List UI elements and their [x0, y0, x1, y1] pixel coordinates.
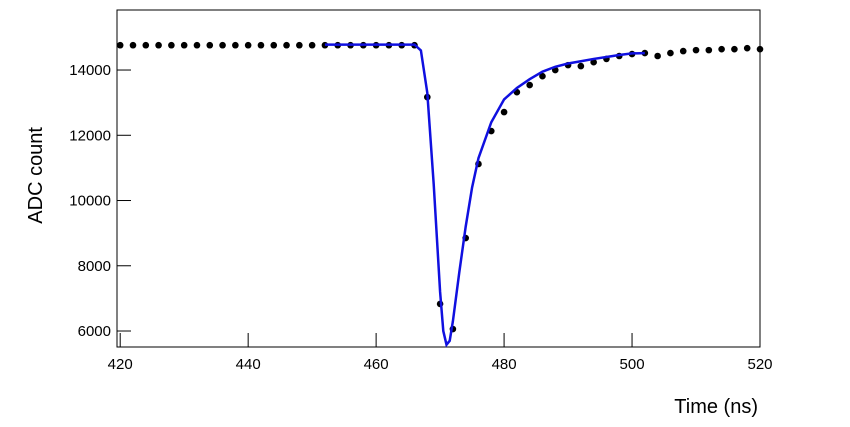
data-point — [168, 41, 175, 49]
data-point — [500, 108, 508, 116]
x-tick-label: 500 — [620, 356, 645, 373]
data-point — [219, 41, 226, 49]
y-tick-label: 10000 — [69, 193, 111, 210]
plot-frame — [116, 9, 761, 348]
data-point — [270, 41, 278, 49]
data-point — [308, 41, 316, 49]
data-point — [718, 45, 725, 53]
y-tick-label: 8000 — [78, 258, 111, 275]
data-point — [257, 41, 265, 49]
data-point — [283, 41, 290, 49]
data-point — [654, 52, 661, 60]
data-point — [116, 41, 124, 49]
data-point — [756, 45, 764, 53]
x-tick-label: 480 — [492, 356, 517, 373]
y-tick-label: 12000 — [69, 127, 111, 144]
x-tick-label: 420 — [108, 356, 133, 373]
data-point — [193, 41, 201, 49]
data-point — [526, 81, 533, 89]
y-tick-label: 6000 — [78, 323, 111, 340]
y-axis-title: ADC count — [25, 127, 47, 224]
data-point — [296, 41, 303, 49]
data-point — [692, 46, 700, 54]
data-point — [142, 41, 150, 49]
data-point — [679, 47, 687, 55]
data-point — [577, 62, 585, 70]
data-point — [705, 46, 713, 54]
data-point — [232, 41, 239, 49]
x-axis-title: Time (ns) — [674, 396, 758, 418]
x-tick-label: 440 — [236, 356, 261, 373]
data-point — [539, 72, 546, 80]
data-point — [731, 45, 738, 53]
data-point — [180, 41, 188, 49]
data-point — [155, 41, 162, 49]
x-tick-label: 520 — [747, 356, 772, 373]
fit-line — [324, 43, 645, 348]
data-point — [743, 44, 751, 52]
data-point — [590, 58, 597, 66]
x-tick-label: 460 — [364, 356, 389, 373]
data-point — [667, 49, 674, 57]
y-tick-label: 14000 — [69, 62, 111, 79]
data-point — [244, 41, 252, 49]
data-point — [129, 41, 137, 49]
data-point — [206, 41, 214, 49]
